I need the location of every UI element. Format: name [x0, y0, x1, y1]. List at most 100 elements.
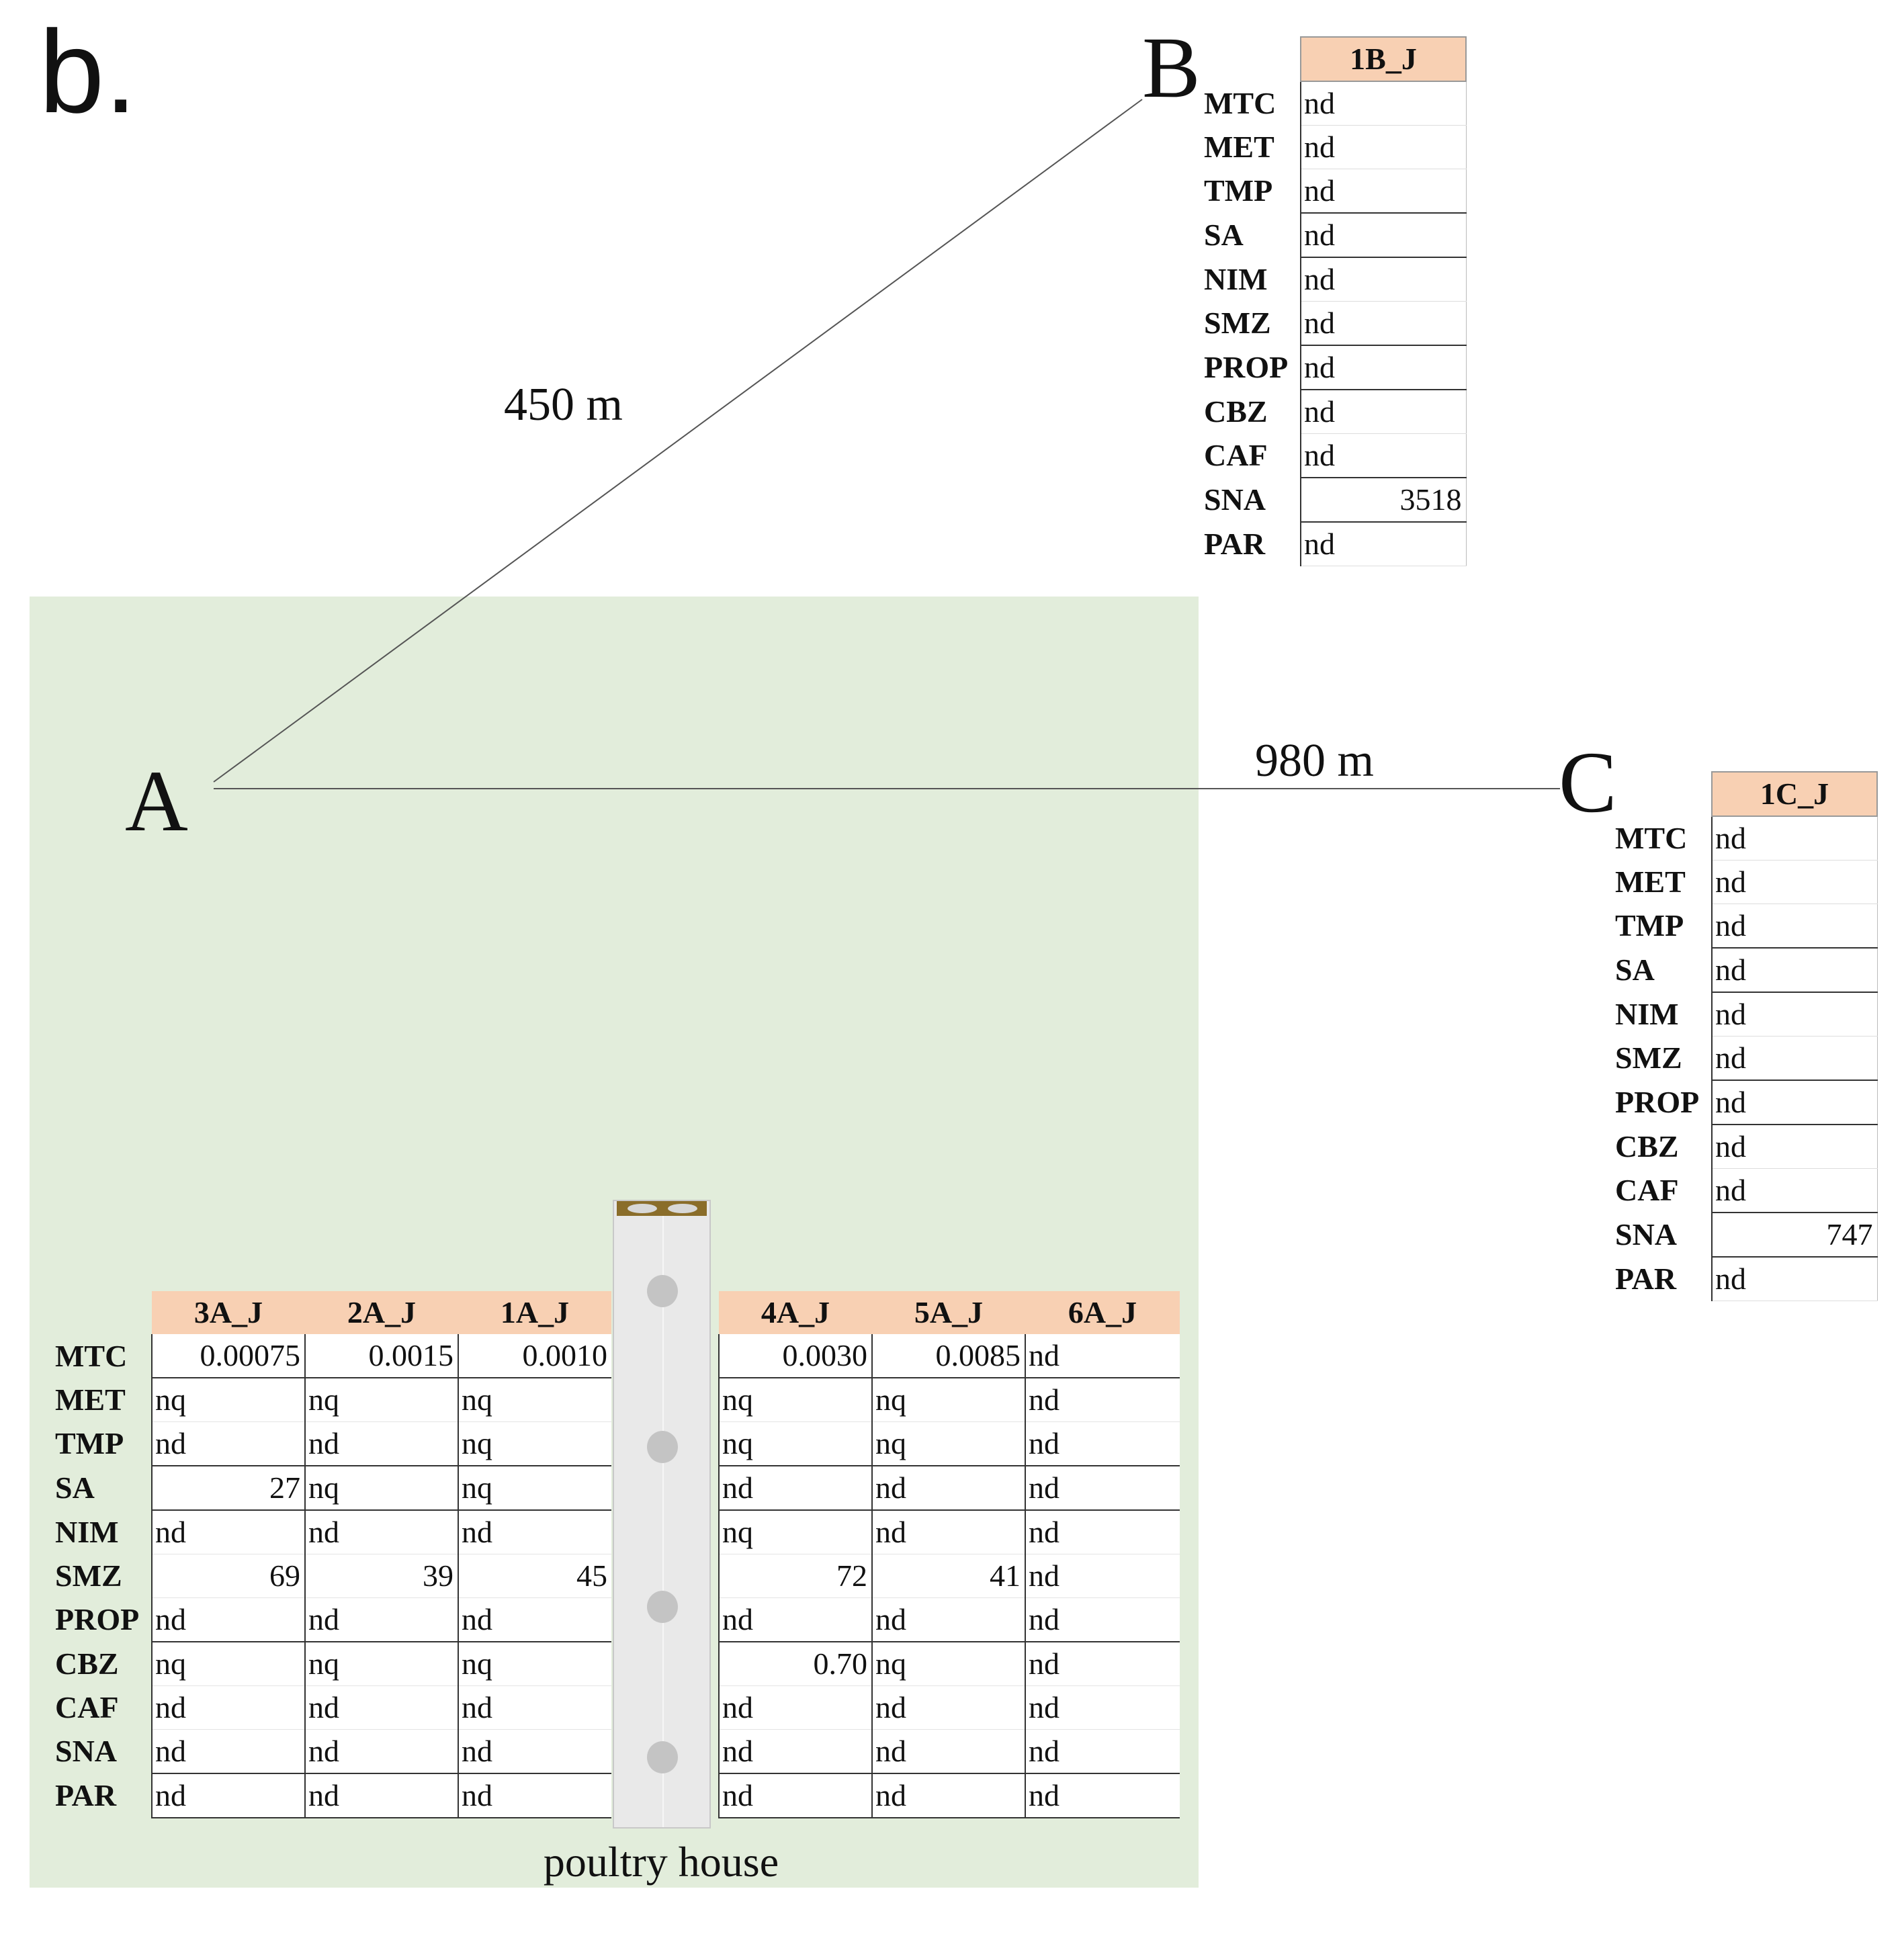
table-cell: nq — [458, 1642, 611, 1686]
table-cell: nd — [1300, 390, 1467, 434]
table-row: NIM nd nd nd nq nd nd — [54, 1510, 1180, 1554]
table-cell: 0.70 — [718, 1642, 872, 1686]
compound-label: MET — [1204, 130, 1274, 164]
table-cell: 0.00075 — [151, 1334, 305, 1378]
table-cell: nd — [458, 1597, 611, 1642]
compound-label: SMZ — [1615, 1041, 1682, 1075]
table-row: SMZ nd — [1614, 1036, 1878, 1081]
compound-label: PAR — [1204, 526, 1266, 561]
table-row: PAR nd — [1614, 1257, 1878, 1301]
table-cell: 0.0085 — [871, 1334, 1025, 1378]
table-cell: 45 — [458, 1554, 611, 1598]
roof-cap — [617, 1201, 707, 1216]
site-b-table: 1B_J MTC nd MET nd TMP nd SA nd NIM nd SMZ nd … — [1203, 36, 1467, 566]
table-cell: nd — [1025, 1421, 1180, 1466]
table-cell: nd — [871, 1510, 1025, 1554]
compound-label: TMP — [1204, 173, 1273, 208]
table-cell: nq — [304, 1466, 458, 1511]
table-cell: nq — [718, 1510, 872, 1554]
compound-label: CBZ — [1204, 394, 1268, 429]
table-cell: nd — [1300, 213, 1467, 258]
compound-label: SNA — [1204, 482, 1266, 517]
table-cell: nd — [1711, 1125, 1878, 1169]
table-row: PAR nd — [1203, 522, 1467, 566]
table-row: MTC 0.00075 0.0015 0.0010 0.0030 0.0085 … — [54, 1334, 1180, 1378]
table-row: CBZ nd — [1614, 1125, 1878, 1169]
compound-label: CBZ — [1615, 1129, 1679, 1163]
table-cell: 0.0015 — [304, 1334, 458, 1378]
table-cell: nd — [871, 1685, 1025, 1730]
distance-a-b: 450 m — [504, 379, 623, 431]
table-cell: 27 — [151, 1466, 305, 1511]
table-cell: nd — [1300, 125, 1467, 169]
panel-label: b. — [39, 7, 137, 138]
compound-label: PAR — [55, 1778, 117, 1812]
table-header-row: 3A_J 2A_J 1A_J 4A_J 5A_J 6A_J — [54, 1291, 1180, 1334]
table-cell: nd — [151, 1685, 305, 1730]
table-row: SA nd — [1203, 213, 1467, 258]
table-cell: nq — [718, 1421, 872, 1466]
compound-label: PROP — [1204, 350, 1289, 384]
table-cell: nd — [718, 1685, 872, 1730]
table-cell: nd — [458, 1510, 611, 1554]
table-row: SMZ 69 39 45 72 41 nd — [54, 1554, 1180, 1598]
table-cell: nd — [1025, 1554, 1180, 1598]
compound-label: NIM — [1615, 996, 1679, 1031]
table-cell: nd — [304, 1729, 458, 1774]
table-row: SNA 3518 — [1203, 478, 1467, 523]
table-cell: nd — [871, 1729, 1025, 1774]
compound-label: MET — [55, 1382, 126, 1417]
fan-icon — [647, 1431, 678, 1463]
table-cell: nd — [1300, 257, 1467, 302]
table-cell: nd — [1711, 948, 1878, 993]
table-row: SA nd — [1614, 948, 1878, 993]
compound-label: TMP — [1615, 908, 1684, 943]
table-cell: nd — [304, 1421, 458, 1466]
compound-label: CBZ — [55, 1646, 119, 1681]
compound-label: SMZ — [1204, 306, 1271, 341]
table-row: CBZ nq nq nq 0.70 nq nd — [54, 1642, 1180, 1686]
table-cell: nd — [1025, 1466, 1180, 1511]
compound-label: PROP — [55, 1602, 140, 1637]
sample-header: 2A_J — [305, 1291, 458, 1334]
sample-header: 3A_J — [152, 1291, 305, 1334]
table-row: MET nd — [1614, 860, 1878, 904]
sample-header: 1B_J — [1300, 36, 1467, 82]
table-cell: nd — [1300, 433, 1467, 478]
compound-label: MTC — [1204, 85, 1276, 120]
sample-header: 4A_J — [719, 1291, 872, 1334]
table-cell: nd — [1025, 1510, 1180, 1554]
table-cell: nd — [1025, 1334, 1180, 1378]
table-cell: nq — [458, 1466, 611, 1511]
table-row: SNA 747 — [1614, 1213, 1878, 1258]
compound-label: SA — [55, 1470, 95, 1505]
sample-header: 1A_J — [458, 1291, 611, 1334]
compound-label: MET — [1615, 865, 1686, 899]
roof-ridge — [662, 1201, 664, 1827]
compound-label: SNA — [55, 1734, 118, 1769]
table-row: PROP nd — [1203, 345, 1467, 390]
table-row: NIM nd — [1203, 257, 1467, 302]
compound-label: NIM — [1204, 261, 1268, 296]
table-row: MET nd — [1203, 125, 1467, 169]
table-row: SNA nd nd nd nd nd nd — [54, 1729, 1180, 1774]
sample-header: 6A_J — [1025, 1291, 1180, 1334]
table-cell: nq — [304, 1642, 458, 1686]
table-cell: nd — [1025, 1773, 1180, 1818]
table-cell: 0.0030 — [718, 1334, 872, 1378]
table-cell: nq — [718, 1378, 872, 1422]
distance-a-c: 980 m — [1255, 735, 1374, 787]
compound-label: MTC — [1615, 820, 1688, 855]
table-row: TMP nd nd nq nq nq nd — [54, 1421, 1180, 1466]
compound-label: CAF — [55, 1690, 119, 1724]
table-row: CBZ nd — [1203, 390, 1467, 434]
table-cell: nd — [458, 1685, 611, 1730]
table-cell: nd — [1711, 992, 1878, 1037]
table-cell: nd — [871, 1597, 1025, 1642]
table-cell: nd — [1300, 522, 1467, 566]
table-cell: nd — [871, 1773, 1025, 1818]
table-cell: nd — [458, 1773, 611, 1818]
table-cell: nd — [151, 1773, 305, 1818]
table-cell: nd — [1025, 1597, 1180, 1642]
table-cell: nd — [1025, 1642, 1180, 1686]
